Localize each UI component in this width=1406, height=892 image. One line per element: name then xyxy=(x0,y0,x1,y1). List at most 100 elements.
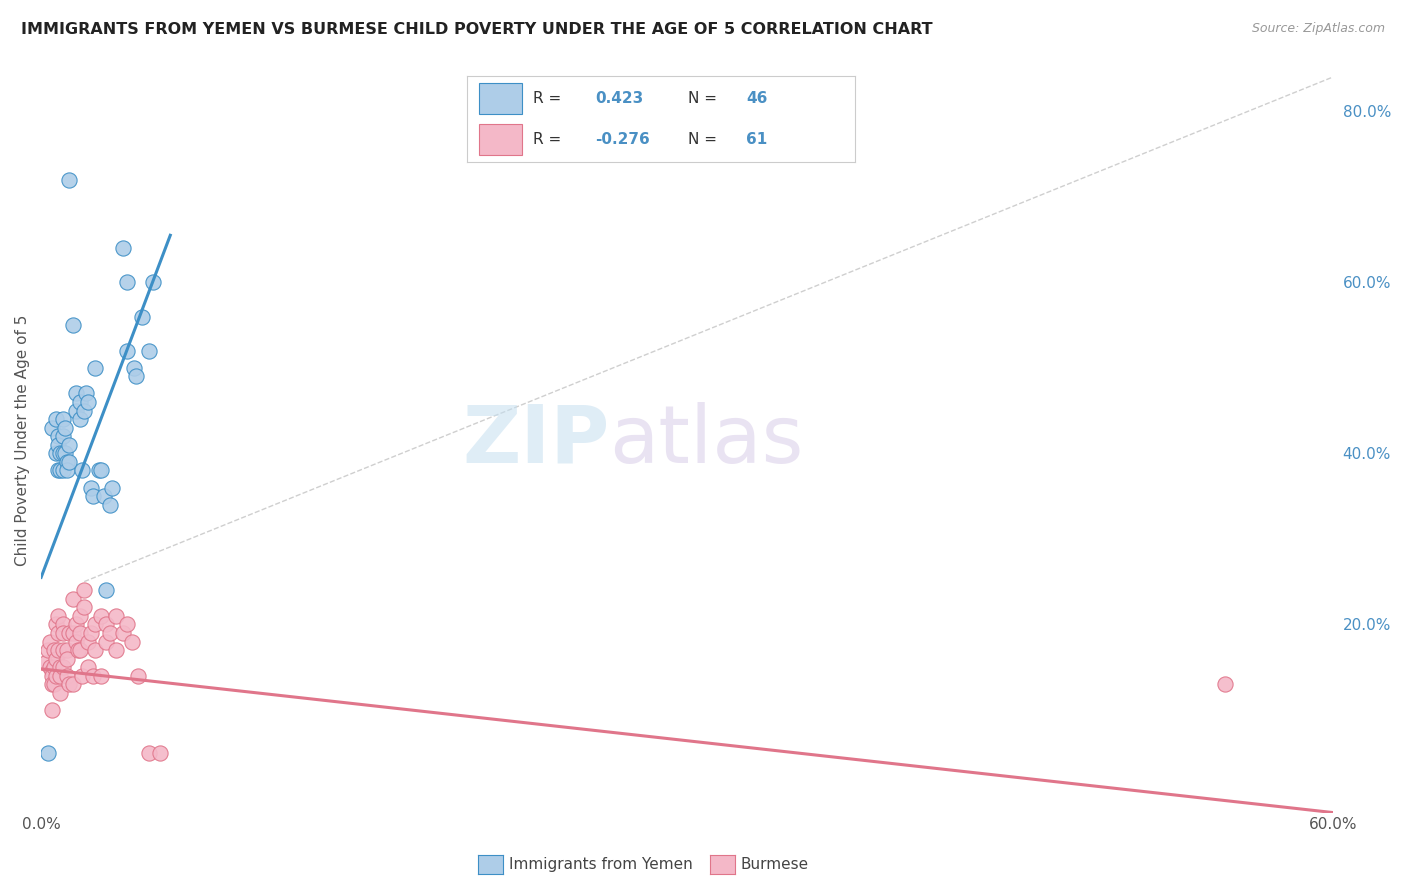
Point xyxy=(62,318,84,332)
Point xyxy=(52,463,75,477)
Point xyxy=(69,412,91,426)
Point xyxy=(115,617,138,632)
Point xyxy=(49,446,72,460)
Text: atlas: atlas xyxy=(609,401,804,480)
Point xyxy=(38,634,60,648)
Point xyxy=(62,591,84,606)
Point xyxy=(82,669,104,683)
Point xyxy=(56,651,79,665)
Point xyxy=(42,677,65,691)
Point xyxy=(41,669,63,683)
Text: Burmese: Burmese xyxy=(741,857,808,871)
Point xyxy=(111,626,134,640)
Point xyxy=(115,276,138,290)
Point xyxy=(58,677,80,691)
Point xyxy=(73,583,96,598)
Y-axis label: Child Poverty Under the Age of 5: Child Poverty Under the Age of 5 xyxy=(15,315,30,566)
Text: ZIP: ZIP xyxy=(463,401,609,480)
Point xyxy=(46,463,69,477)
Point xyxy=(115,343,138,358)
Point xyxy=(46,429,69,443)
Point xyxy=(46,643,69,657)
Point xyxy=(65,617,87,632)
Point xyxy=(56,643,79,657)
Point xyxy=(56,669,79,683)
Point xyxy=(90,608,112,623)
Point xyxy=(56,463,79,477)
Point xyxy=(94,634,117,648)
Point xyxy=(49,463,72,477)
Point xyxy=(58,438,80,452)
Point xyxy=(52,446,75,460)
Point xyxy=(75,386,97,401)
Text: Immigrants from Yemen: Immigrants from Yemen xyxy=(509,857,693,871)
Point xyxy=(125,369,148,384)
Point xyxy=(90,463,112,477)
Point xyxy=(105,608,128,623)
Point xyxy=(94,583,117,598)
Point xyxy=(46,608,69,623)
Point xyxy=(93,489,115,503)
Point xyxy=(34,656,56,670)
Point xyxy=(77,395,100,409)
Point xyxy=(70,669,93,683)
Point xyxy=(62,626,84,640)
Point xyxy=(138,343,160,358)
Point xyxy=(37,746,59,760)
Point xyxy=(131,310,153,324)
Point xyxy=(45,446,67,460)
Point xyxy=(62,677,84,691)
Point xyxy=(98,498,121,512)
Point xyxy=(69,643,91,657)
Point xyxy=(52,429,75,443)
Point xyxy=(89,463,111,477)
Point xyxy=(56,455,79,469)
Point xyxy=(84,360,107,375)
Point xyxy=(84,643,107,657)
Point xyxy=(98,626,121,640)
Point xyxy=(45,617,67,632)
Point xyxy=(49,669,72,683)
Point xyxy=(52,617,75,632)
Point xyxy=(41,665,63,679)
Point xyxy=(79,481,101,495)
Point xyxy=(37,643,59,657)
Point xyxy=(94,617,117,632)
Point xyxy=(52,412,75,426)
Point xyxy=(38,660,60,674)
Point xyxy=(121,634,143,648)
Point xyxy=(42,660,65,674)
Point xyxy=(82,489,104,503)
Point xyxy=(79,626,101,640)
Point xyxy=(41,677,63,691)
Point xyxy=(58,172,80,186)
Point xyxy=(122,360,145,375)
Point xyxy=(66,643,89,657)
Point xyxy=(45,651,67,665)
Point xyxy=(49,660,72,674)
Point xyxy=(58,455,80,469)
Point xyxy=(52,643,75,657)
Text: Source: ZipAtlas.com: Source: ZipAtlas.com xyxy=(1251,22,1385,36)
Point xyxy=(53,446,76,460)
Point xyxy=(52,660,75,674)
Point xyxy=(73,600,96,615)
Point xyxy=(69,395,91,409)
Point xyxy=(127,669,149,683)
Point xyxy=(65,386,87,401)
Point xyxy=(101,481,124,495)
Point xyxy=(1213,677,1236,691)
Point xyxy=(46,438,69,452)
Point xyxy=(49,686,72,700)
Point xyxy=(45,412,67,426)
Point xyxy=(84,617,107,632)
Point xyxy=(65,403,87,417)
Point xyxy=(42,643,65,657)
Point xyxy=(148,746,170,760)
Point xyxy=(69,608,91,623)
Text: IMMIGRANTS FROM YEMEN VS BURMESE CHILD POVERTY UNDER THE AGE OF 5 CORRELATION CH: IMMIGRANTS FROM YEMEN VS BURMESE CHILD P… xyxy=(21,22,932,37)
Point xyxy=(41,703,63,717)
Point xyxy=(45,669,67,683)
Point xyxy=(138,746,160,760)
Point xyxy=(41,420,63,434)
